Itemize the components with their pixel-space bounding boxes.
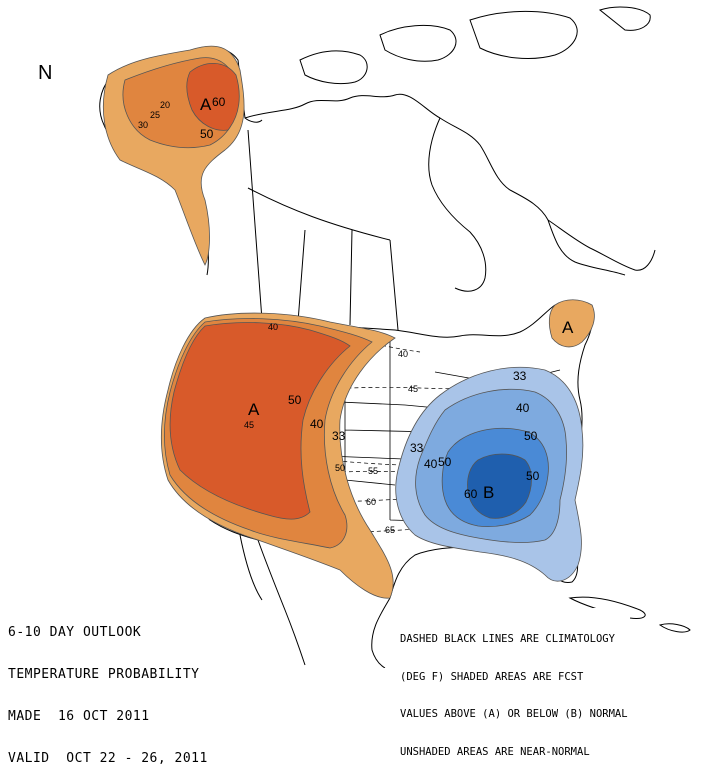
southeast-60-label: 60 [464, 487, 478, 501]
clim-50-label: 50 [335, 463, 345, 473]
caption-line-3: MADE 16 OCT 2011 [8, 709, 150, 724]
outlook-caption: 6-10 DAY OUTLOOK TEMPERATURE PROBABILITY… [8, 598, 208, 780]
alaska-category-label: A [200, 95, 212, 114]
west-33-label: 33 [332, 429, 346, 443]
probability-contours [102, 45, 595, 599]
hudson-bay [428, 117, 487, 292]
clim-55-label: 55 [368, 466, 378, 476]
land-outlines [99, 6, 691, 668]
northeast-category-label: A [562, 318, 574, 337]
legend-line-2: (DEG F) SHADED AREAS ARE FCST [400, 670, 584, 683]
caption-line-2: TEMPERATURE PROBABILITY [8, 667, 200, 682]
outlook-map: A 60 50 20 25 30 A 50 40 33 45 40 A 40 B… [99, 6, 691, 668]
clim-65-label: 65 [385, 525, 395, 535]
west-40-label: 40 [310, 417, 324, 431]
southeast-category-label: B [483, 483, 494, 502]
province-lines [247, 129, 399, 331]
west-50-label: 50 [288, 393, 302, 407]
southeast-40-label-b: 40 [516, 401, 530, 415]
west-45-clim-label: 45 [244, 420, 254, 430]
southeast-50-label-c: 50 [526, 469, 540, 483]
southeast-40-label-a: 40 [424, 457, 438, 471]
alaska-30-label: 30 [138, 120, 148, 130]
us-canada-border [206, 304, 556, 338]
southeast-50-label-b: 50 [524, 429, 538, 443]
map-labels: A 60 50 20 25 30 A 50 40 33 45 40 A 40 B… [138, 95, 574, 535]
mexico-east-coast [371, 597, 391, 668]
west-category-label: A [248, 400, 260, 419]
clim-45-label: 45 [408, 384, 418, 394]
clim-line-45 [214, 379, 561, 401]
legend-line-4: UNSHADED AREAS ARE NEAR-NORMAL [400, 745, 590, 758]
alaska-50-label: 50 [200, 127, 214, 141]
caption-line-1: 6-10 DAY OUTLOOK [8, 625, 142, 640]
alaska-20-label: 20 [160, 100, 170, 110]
caption-line-4: VALID OCT 22 - 26, 2011 [8, 751, 208, 766]
alaska-60-label: 60 [212, 95, 226, 109]
legend-line-1: DASHED BLACK LINES ARE CLIMATOLOGY [400, 633, 615, 645]
arctic-islands [299, 6, 651, 85]
northeast-40-clim-label: 40 [398, 349, 408, 359]
canada-arctic-coast [244, 93, 626, 276]
alaska-25-label: 25 [150, 110, 160, 120]
west-40-clim-label: 40 [268, 322, 278, 332]
map-legend-text: DASHED BLACK LINES ARE CLIMATOLOGY (DEG … [398, 608, 630, 771]
legend-line-3: VALUES ABOVE (A) OR BELOW (B) NORMAL [400, 708, 628, 720]
southeast-33-label-a: 33 [410, 441, 424, 455]
southeast-33-label-b: 33 [513, 369, 527, 383]
clim-60-label: 60 [366, 497, 376, 507]
labrador-coast [547, 219, 656, 271]
mexico-west-coast [239, 534, 306, 666]
north-arrow-label: N [38, 62, 53, 84]
southeast-50-label-a: 50 [438, 455, 452, 469]
